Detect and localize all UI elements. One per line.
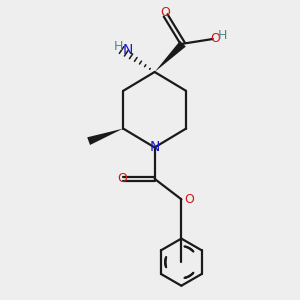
Text: O: O xyxy=(161,6,171,19)
Text: O: O xyxy=(211,32,220,46)
Text: O: O xyxy=(117,172,127,185)
Polygon shape xyxy=(154,41,186,72)
Text: O: O xyxy=(184,193,194,206)
Text: N: N xyxy=(122,43,133,57)
Text: H: H xyxy=(114,40,124,53)
Text: H: H xyxy=(218,29,227,42)
Text: N: N xyxy=(149,140,160,154)
Polygon shape xyxy=(87,129,123,145)
